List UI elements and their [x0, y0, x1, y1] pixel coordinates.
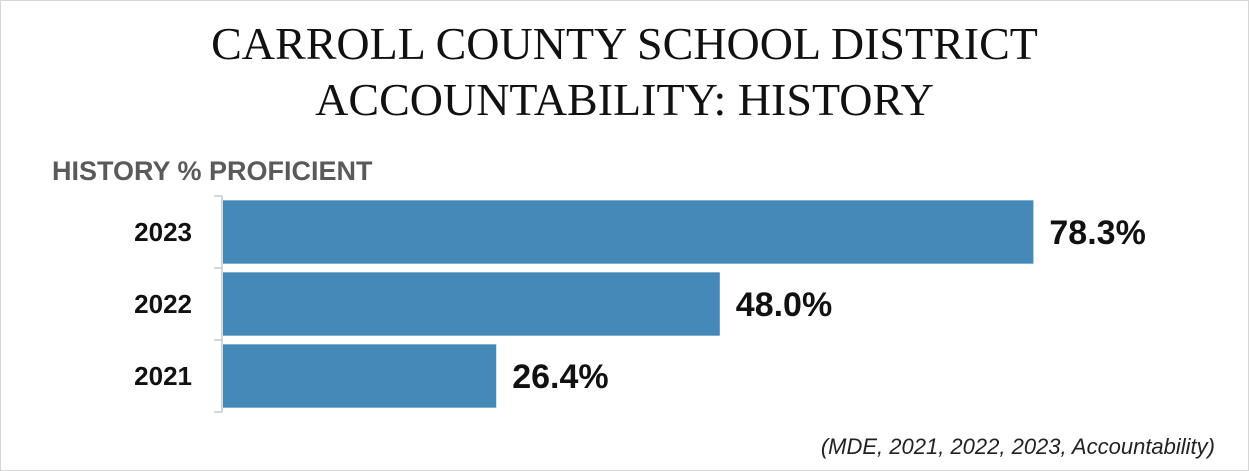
bar-2023 [223, 200, 1034, 264]
source-citation: (MDE, 2021, 2022, 2023, Accountability) [820, 434, 1215, 459]
data-label-2021: 26.4% [512, 358, 608, 396]
y-tick-label: 2022 [134, 289, 192, 319]
y-tick-label: 2023 [134, 217, 192, 247]
bar-2021 [223, 344, 497, 408]
chart-title: HISTORY % PROFICIENT [52, 156, 373, 186]
y-tick-label: 2021 [134, 361, 192, 391]
title-line-2: ACCOUNTABILITY: HISTORY [315, 74, 934, 125]
bar-2022 [223, 272, 720, 336]
data-label-2022: 48.0% [736, 286, 832, 324]
title-line-1: CARROLL COUNTY SCHOOL DISTRICT [211, 18, 1038, 69]
slide-title: CARROLL COUNTY SCHOOL DISTRICT ACCOUNTAB… [0, 16, 1249, 128]
data-label-2023: 78.3% [1049, 214, 1145, 252]
